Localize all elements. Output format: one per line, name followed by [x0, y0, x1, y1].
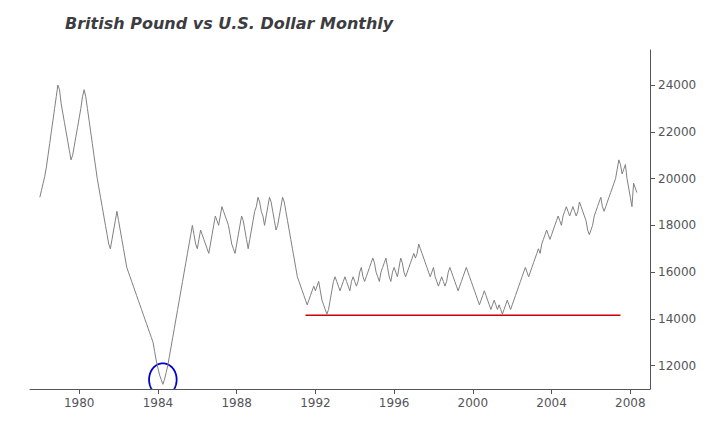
svg-text:12000: 12000	[658, 359, 696, 373]
svg-text:24000: 24000	[658, 78, 696, 92]
svg-text:14000: 14000	[658, 312, 696, 326]
svg-text:1984: 1984	[143, 396, 174, 410]
svg-text:1992: 1992	[300, 396, 331, 410]
svg-text:20000: 20000	[658, 172, 696, 186]
svg-text:2004: 2004	[536, 396, 567, 410]
svg-text:1996: 1996	[379, 396, 410, 410]
svg-text:22000: 22000	[658, 125, 696, 139]
svg-text:18000: 18000	[658, 218, 696, 232]
svg-text:1980: 1980	[64, 396, 95, 410]
svg-text:1988: 1988	[221, 396, 252, 410]
svg-text:16000: 16000	[658, 265, 696, 279]
svg-text:2000: 2000	[458, 396, 489, 410]
svg-text:British Pound vs U.S. Dollar M: British Pound vs U.S. Dollar Monthly	[65, 14, 394, 33]
svg-text:2008: 2008	[615, 396, 646, 410]
